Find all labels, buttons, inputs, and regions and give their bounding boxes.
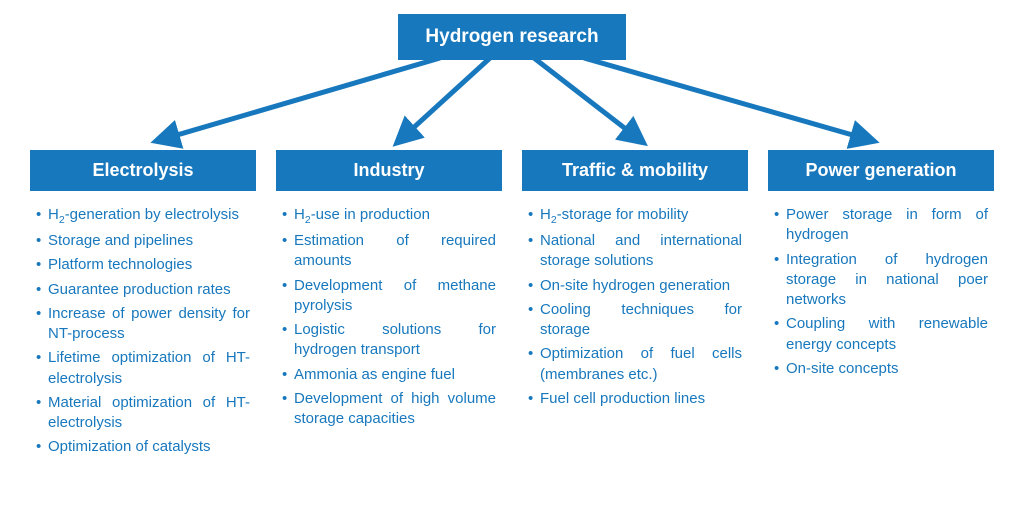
category-header: Electrolysis [30,150,256,191]
list-item: H2-storage for mobility [528,205,742,227]
list-item: Ammonia as engine fuel [282,365,496,385]
list-item: On-site concepts [774,359,988,379]
category-header: Power generation [768,150,994,191]
list-item: Integration of hydrogen storage in natio… [774,250,988,311]
list-item: Estimation of required amounts [282,231,496,272]
category-item-list: H2-storage for mobility National and inte… [528,205,742,409]
category-column: Electrolysis H2-generation by elec­trolys… [30,150,256,462]
arrow-1 [400,58,490,140]
list-item: Coupling with renew­able energy concepts [774,314,988,355]
list-item: Guarantee production rates [36,280,250,300]
category-column: Industry H2-use in production Estimation o… [276,150,502,462]
list-item: Development of metha­ne pyrolysis [282,276,496,317]
category-body: Power storage in form of hydrogenIntegra… [768,191,994,383]
list-item: Cooling techniques for storage [528,300,742,341]
list-item: Storage and pipelines [36,231,250,251]
list-item: Lifetime optimization of HT-electrolysis [36,348,250,389]
list-item: Power storage in form of hydrogen [774,205,988,246]
list-item: H2-generation by elec­trolysis [36,205,250,227]
root-node: Hydrogen research [398,14,626,60]
list-item: Material optimization of HT-electrolysis [36,393,250,434]
category-columns: Electrolysis H2-generation by elec­trolys… [30,150,994,462]
category-body: H2-generation by elec­trolysis Storage an… [30,191,256,462]
list-item: H2-use in production [282,205,496,227]
list-item: National and internatio­nal storage solu… [528,231,742,272]
list-item: Platform technologies [36,255,250,275]
list-item: On-site hydrogen gene­ration [528,276,742,296]
arrow-0 [160,58,440,140]
category-body: H2-use in production Estimation of requir… [276,191,502,433]
arrow-2 [534,58,640,140]
category-item-list: Power storage in form of hydrogenIntegra… [774,205,988,379]
category-header: Traffic & mobility [522,150,748,191]
category-header: Industry [276,150,502,191]
list-item: Increase of power densi­ty for NT-proces… [36,304,250,345]
list-item: Optimization of fuel cells (membranes et… [528,344,742,385]
category-body: H2-storage for mobility National and inte… [522,191,748,413]
category-column: Traffic & mobility H2-storage for mobilit… [522,150,748,462]
category-column: Power generation Power storage in form of… [768,150,994,462]
root-title: Hydrogen research [425,26,598,47]
list-item: Optimization of cata­lysts [36,437,250,457]
category-item-list: H2-generation by elec­trolysis Storage an… [36,205,250,458]
list-item: Logistic solutions for hydrogen transpor… [282,320,496,361]
list-item: Fuel cell production lines [528,389,742,409]
list-item: Development of high volume storage capa­… [282,389,496,430]
category-item-list: H2-use in production Estimation of requir… [282,205,496,429]
arrow-3 [584,58,870,140]
